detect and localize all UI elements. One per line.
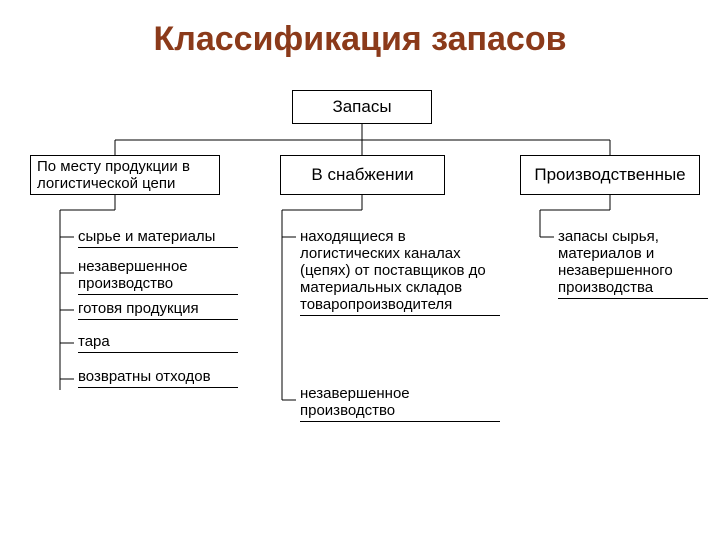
col1-item-2: готовя продукция (78, 300, 238, 320)
col1-item-4: возвратны отходов (78, 368, 238, 388)
col2-item-1: незавершенное производство (300, 385, 500, 422)
branch-b3: Производственные (520, 155, 700, 195)
branch-b1: По месту продукции в логистической цепи (30, 155, 220, 195)
col1-item-0: сырье и материалы (78, 228, 238, 248)
col2-item-0: находящиеся в логистических каналах (цеп… (300, 228, 500, 316)
col1-item-3: тара (78, 333, 238, 353)
root-label: Запасы (332, 97, 391, 117)
diagram-stage: Классификация запасов Запасы По месту пр… (0, 0, 720, 540)
branch-b2: В снабжении (280, 155, 445, 195)
root-node: Запасы (292, 90, 432, 124)
col1-item-1: незавершенное производство (78, 258, 238, 295)
col3-item-0: запасы сырья, материалов и незавершенног… (558, 228, 708, 299)
